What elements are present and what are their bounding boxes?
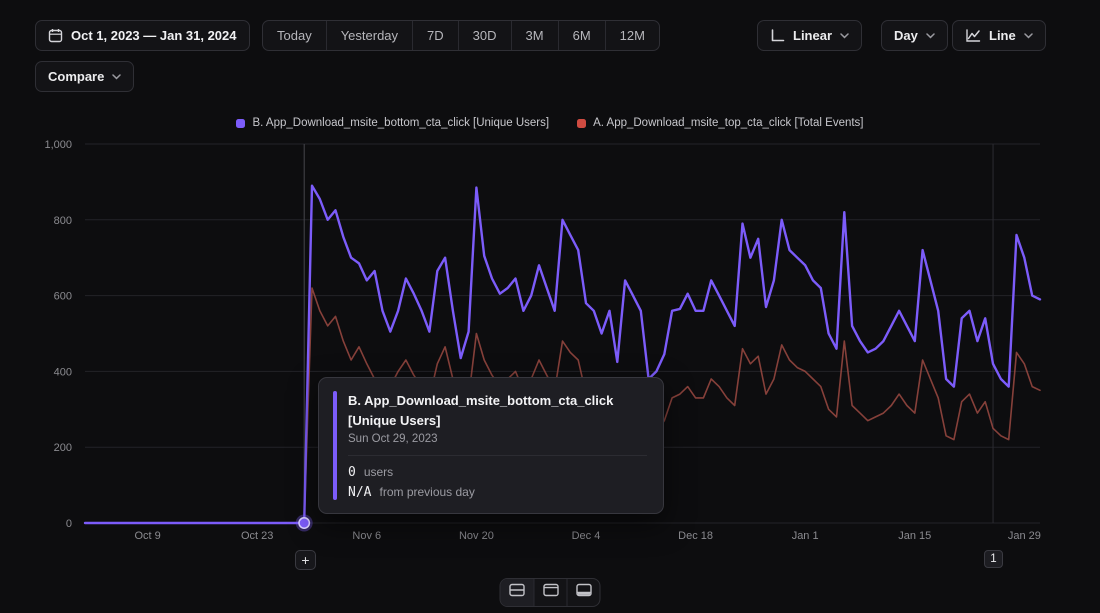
tooltip-series-title: B. App_Download_msite_bottom_cta_click [… (348, 393, 614, 428)
tooltip-value: 0 (348, 465, 356, 480)
axis-scale-icon (770, 28, 785, 43)
tooltip-change-unit: from previous day (379, 485, 475, 499)
compare-label: Compare (48, 69, 105, 84)
quick-range-30d[interactable]: 30D (457, 21, 511, 50)
legend-label: A. App_Download_msite_top_cta_click [Tot… (593, 117, 864, 129)
insights-line-chart[interactable]: 0 200 400 600 800 1,000 Oct 9 Oct 23 Nov 6 Nov 20… (30, 136, 1060, 554)
page-number-badge[interactable]: 1 (984, 550, 1003, 568)
layout-split-rows-button[interactable] (500, 579, 534, 606)
scale-dropdown[interactable]: Linear (757, 20, 863, 51)
svg-text:Oct 9: Oct 9 (134, 530, 160, 542)
svg-text:Dec 18: Dec 18 (678, 530, 713, 542)
quick-range-3m[interactable]: 3M (510, 21, 558, 50)
tooltip-date: Sun Oct 29, 2023 (348, 433, 438, 445)
quick-range-12m[interactable]: 12M (604, 21, 659, 50)
svg-text:0: 0 (66, 518, 72, 530)
quick-range-group: Today Yesterday 7D 30D 3M 6M 12M (262, 20, 660, 51)
panel-layout-switcher (499, 578, 601, 607)
add-annotation-button[interactable]: + (295, 550, 316, 570)
tooltip-value-row: 0 users (348, 465, 647, 480)
chevron-down-icon (1023, 33, 1033, 39)
compare-dropdown[interactable]: Compare (35, 61, 135, 92)
quick-range-yesterday[interactable]: Yesterday (325, 21, 412, 50)
chart-type-dropdown[interactable]: Line (952, 20, 1046, 51)
svg-text:Oct 23: Oct 23 (241, 530, 273, 542)
calendar-icon (48, 28, 63, 43)
series-b-swatch (236, 118, 246, 128)
quick-range-today[interactable]: Today (277, 28, 312, 43)
chevron-down-icon (840, 33, 849, 39)
svg-text:Dec 4: Dec 4 (572, 530, 601, 542)
quick-range-7d[interactable]: 7D (412, 21, 458, 50)
date-range-label: Oct 1, 2023 — Jan 31, 2024 (71, 28, 237, 43)
panel-bottom-icon (575, 583, 592, 602)
layout-panel-bottom-button[interactable] (566, 579, 600, 606)
chart-tooltip: B. App_Download_msite_bottom_cta_click [… (318, 377, 664, 514)
svg-text:Nov 6: Nov 6 (352, 530, 381, 542)
tooltip-accent-bar (333, 391, 337, 500)
svg-text:400: 400 (54, 366, 72, 378)
svg-text:Jan 29: Jan 29 (1008, 530, 1041, 542)
scale-label: Linear (793, 28, 833, 43)
date-range-picker[interactable]: Oct 1, 2023 — Jan 31, 2024 (35, 20, 250, 51)
line-chart-area[interactable]: 0 200 400 600 800 1,000 Oct 9 Oct 23 Nov 6 Nov 20… (30, 136, 1060, 554)
svg-text:600: 600 (54, 291, 72, 303)
panel-top-icon (542, 583, 559, 602)
split-rows-icon (509, 583, 526, 602)
tooltip-change: N/A (348, 485, 372, 500)
legend-item-series-b[interactable]: B. App_Download_msite_bottom_cta_click [… (236, 117, 549, 129)
layout-panel-top-button[interactable] (533, 579, 567, 606)
quick-range-6m[interactable]: 6M (557, 21, 605, 50)
series-a-swatch (577, 118, 587, 128)
svg-text:Jan 1: Jan 1 (792, 530, 819, 542)
chevron-down-icon (112, 74, 122, 80)
chevron-down-icon (926, 33, 935, 39)
interval-dropdown[interactable]: Day (881, 20, 948, 51)
svg-text:200: 200 (54, 442, 72, 454)
svg-text:Nov 20: Nov 20 (459, 530, 494, 542)
svg-text:1,000: 1,000 (44, 139, 72, 151)
legend-label: B. App_Download_msite_bottom_cta_click [… (252, 117, 550, 129)
chart-legend: B. App_Download_msite_bottom_cta_click [… (0, 117, 1100, 129)
line-chart-icon (965, 28, 981, 43)
tooltip-change-row: N/A from previous day (348, 485, 647, 500)
interval-label: Day (894, 28, 918, 43)
tooltip-value-unit: users (363, 465, 394, 479)
chart-type-label: Line (989, 28, 1016, 43)
svg-text:Jan 15: Jan 15 (898, 530, 931, 542)
tooltip-divider (348, 455, 647, 456)
legend-item-series-a[interactable]: A. App_Download_msite_top_cta_click [Tot… (577, 117, 864, 129)
svg-text:800: 800 (54, 215, 72, 227)
